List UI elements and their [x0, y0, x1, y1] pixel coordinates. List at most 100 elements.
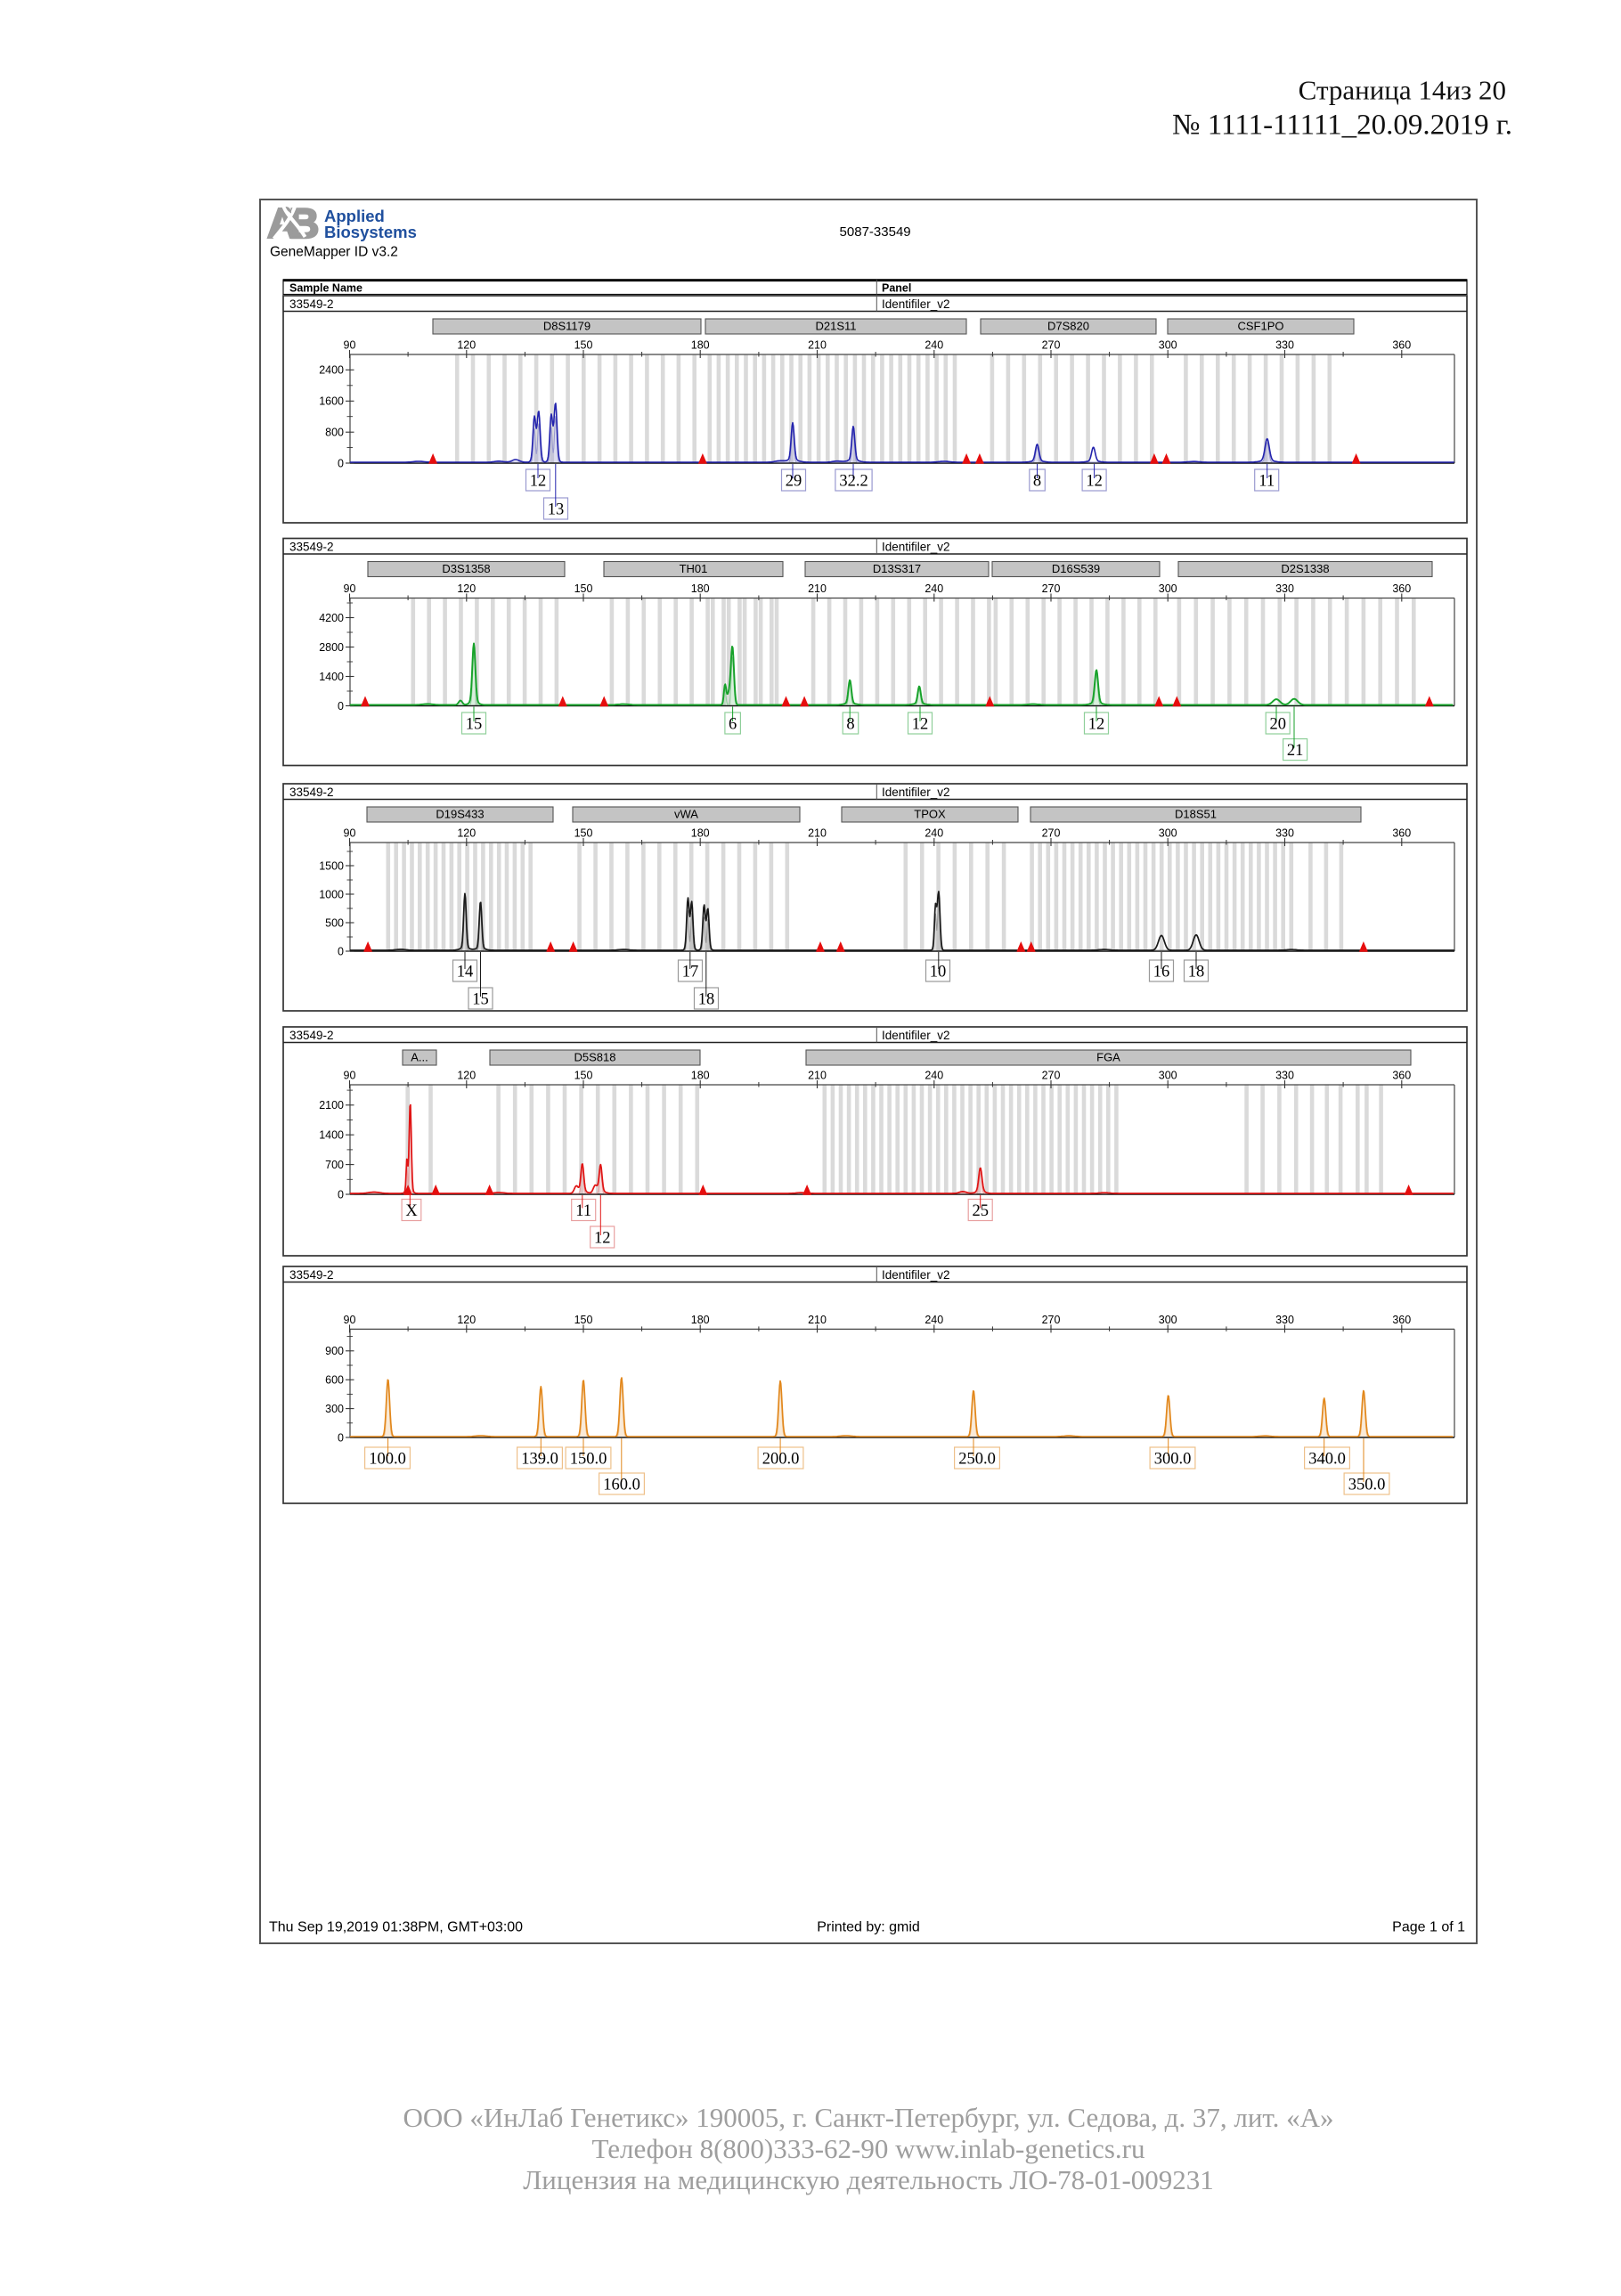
svg-text:270: 270 — [1042, 339, 1061, 352]
svg-text:90: 90 — [344, 582, 356, 595]
svg-text:180: 180 — [691, 1314, 710, 1326]
svg-text:0: 0 — [338, 457, 344, 469]
svg-text:210: 210 — [808, 827, 827, 840]
svg-text:25: 25 — [972, 1202, 989, 1220]
svg-text:Identifiler_v2: Identifiler_v2 — [882, 1029, 950, 1042]
svg-text:0: 0 — [338, 945, 344, 957]
svg-text:D18S51: D18S51 — [1175, 808, 1217, 821]
svg-text:CSF1PO: CSF1PO — [1237, 320, 1283, 333]
svg-text:D21S11: D21S11 — [815, 320, 856, 333]
svg-text:600: 600 — [325, 1374, 344, 1387]
svg-text:1400: 1400 — [319, 671, 344, 683]
svg-text:2100: 2100 — [319, 1099, 344, 1111]
svg-text:180: 180 — [691, 827, 710, 840]
svg-text:GeneMapper ID v3.2: GeneMapper ID v3.2 — [270, 245, 398, 260]
svg-text:A...: A... — [411, 1051, 428, 1064]
svg-text:TPOX: TPOX — [914, 808, 946, 821]
svg-text:330: 330 — [1275, 827, 1294, 840]
svg-text:300: 300 — [1159, 339, 1177, 352]
svg-text:340.0: 340.0 — [1308, 1450, 1346, 1468]
svg-text:240: 240 — [925, 1314, 943, 1326]
svg-text:12: 12 — [594, 1229, 611, 1247]
svg-text:33549-2: 33549-2 — [289, 1268, 334, 1282]
svg-text:360: 360 — [1392, 582, 1411, 595]
svg-text:139.0: 139.0 — [521, 1450, 558, 1468]
svg-text:17: 17 — [682, 963, 699, 981]
svg-text:330: 330 — [1275, 339, 1294, 352]
svg-text:0: 0 — [338, 1188, 344, 1201]
svg-text:1000: 1000 — [319, 888, 344, 900]
svg-text:2400: 2400 — [319, 364, 344, 377]
svg-text:250.0: 250.0 — [958, 1450, 996, 1468]
svg-text:33549-2: 33549-2 — [289, 297, 334, 311]
svg-text:Лицензия на медицинскую деятел: Лицензия на медицинскую деятельность ЛО-… — [523, 2164, 1214, 2195]
svg-text:210: 210 — [808, 339, 827, 352]
svg-text:150.0: 150.0 — [570, 1450, 607, 1468]
svg-text:240: 240 — [925, 339, 943, 352]
svg-text:29: 29 — [786, 472, 802, 490]
svg-text:Page 1 of 1: Page 1 of 1 — [1392, 1920, 1465, 1935]
svg-text:300: 300 — [325, 1403, 344, 1415]
svg-text:300: 300 — [1159, 582, 1177, 595]
svg-text:Identifiler_v2: Identifiler_v2 — [882, 297, 950, 311]
svg-text:X: X — [405, 1202, 418, 1220]
svg-text:150: 150 — [574, 827, 593, 840]
svg-text:120: 120 — [457, 582, 476, 595]
svg-text:14: 14 — [457, 963, 474, 981]
svg-text:15: 15 — [472, 990, 489, 1008]
svg-text:360: 360 — [1392, 827, 1411, 840]
svg-text:240: 240 — [925, 582, 943, 595]
svg-text:150: 150 — [574, 582, 593, 595]
svg-text:210: 210 — [808, 1070, 827, 1082]
svg-text:D19S433: D19S433 — [436, 808, 484, 821]
svg-text:D5S818: D5S818 — [574, 1051, 616, 1064]
svg-text:Страница 14из 20: Страница 14из 20 — [1299, 75, 1506, 106]
svg-text:D2S1338: D2S1338 — [1281, 562, 1329, 575]
svg-text:210: 210 — [808, 582, 827, 595]
svg-text:21: 21 — [1287, 742, 1304, 760]
svg-text:4200: 4200 — [319, 612, 344, 624]
svg-text:№ 1111-11111_20.09.2019 г.: № 1111-11111_20.09.2019 г. — [1172, 110, 1512, 142]
svg-text:vWA: vWA — [674, 808, 698, 821]
svg-text:1400: 1400 — [319, 1129, 344, 1142]
svg-text:300.0: 300.0 — [1154, 1450, 1192, 1468]
svg-text:33549-2: 33549-2 — [289, 540, 334, 553]
svg-text:12: 12 — [912, 715, 929, 733]
svg-text:360: 360 — [1392, 1314, 1411, 1326]
svg-text:Thu Sep 19,2019 01:38PM, GMT+0: Thu Sep 19,2019 01:38PM, GMT+03:00 — [269, 1920, 523, 1935]
svg-text:18: 18 — [1188, 963, 1205, 981]
svg-text:300: 300 — [1159, 1314, 1177, 1326]
svg-text:1600: 1600 — [319, 395, 344, 408]
svg-text:180: 180 — [691, 1070, 710, 1082]
svg-text:360: 360 — [1392, 1070, 1411, 1082]
svg-text:240: 240 — [925, 1070, 943, 1082]
svg-text:Identifiler_v2: Identifiler_v2 — [882, 786, 950, 799]
svg-text:33549-2: 33549-2 — [289, 1029, 334, 1042]
svg-text:120: 120 — [457, 1314, 476, 1326]
svg-text:Applied: Applied — [324, 207, 385, 225]
svg-text:700: 700 — [325, 1159, 344, 1171]
svg-text:D8S1179: D8S1179 — [543, 320, 591, 333]
svg-text:8: 8 — [846, 715, 854, 733]
svg-text:15: 15 — [466, 715, 483, 733]
svg-text:180: 180 — [691, 582, 710, 595]
svg-text:500: 500 — [325, 916, 344, 929]
svg-text:Sample Name: Sample Name — [289, 282, 362, 295]
svg-text:Printed by: gmid: Printed by: gmid — [817, 1920, 920, 1935]
svg-text:270: 270 — [1042, 1070, 1061, 1082]
svg-text:2800: 2800 — [319, 641, 344, 654]
svg-text:180: 180 — [691, 339, 710, 352]
svg-text:240: 240 — [925, 827, 943, 840]
svg-text:120: 120 — [457, 827, 476, 840]
svg-text:150: 150 — [574, 1314, 593, 1326]
svg-text:5087-33549: 5087-33549 — [840, 224, 911, 240]
svg-text:0: 0 — [338, 700, 344, 712]
svg-text:6: 6 — [729, 715, 737, 733]
svg-text:11: 11 — [1259, 472, 1275, 490]
svg-text:18: 18 — [698, 990, 715, 1008]
svg-text:210: 210 — [808, 1314, 827, 1326]
svg-text:100.0: 100.0 — [369, 1450, 406, 1468]
svg-text:90: 90 — [344, 1314, 356, 1326]
svg-text:150: 150 — [574, 1070, 593, 1082]
svg-text:Panel: Panel — [882, 282, 911, 295]
